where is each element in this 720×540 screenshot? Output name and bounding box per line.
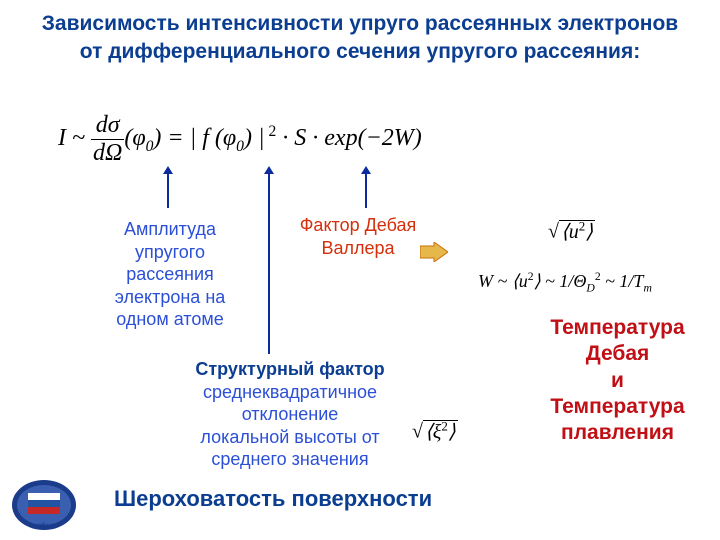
label-debye-waller: Фактор ДебаяВаллера bbox=[278, 214, 438, 259]
arrow-amplitude bbox=[167, 172, 169, 208]
main-formula: I ~ dσdΩ(φ0) = | f (φ0) | 2 · S · exp(−2… bbox=[58, 112, 422, 167]
label-temperature: ТемператураДебаяиТемператураплавления bbox=[525, 315, 710, 446]
arrow-structural-long bbox=[268, 172, 270, 354]
label-structural: Структурный факторсреднеквадратичноеоткл… bbox=[175, 358, 405, 471]
arrow-debye bbox=[365, 172, 367, 208]
logo-text: нфш bbox=[35, 521, 53, 530]
institute-logo: нфш bbox=[10, 478, 78, 532]
slide-title-text: Зависимость интенсивности упруго рассеян… bbox=[42, 12, 678, 63]
formula-xi2: √⟨ξ2⟩ bbox=[412, 418, 458, 444]
label-amplitude: Амплитудаупругогорассеянияэлектрона наод… bbox=[85, 218, 255, 331]
formula-W: W ~ ⟨u2⟩ ~ 1/ΘD2 ~ 1/Tm bbox=[478, 270, 652, 295]
formula-u2: √⟨u2⟩ bbox=[548, 218, 595, 244]
label-roughness: Шероховатость поверхности bbox=[114, 485, 432, 513]
slide-title: Зависимость интенсивности упруго рассеян… bbox=[30, 10, 690, 67]
